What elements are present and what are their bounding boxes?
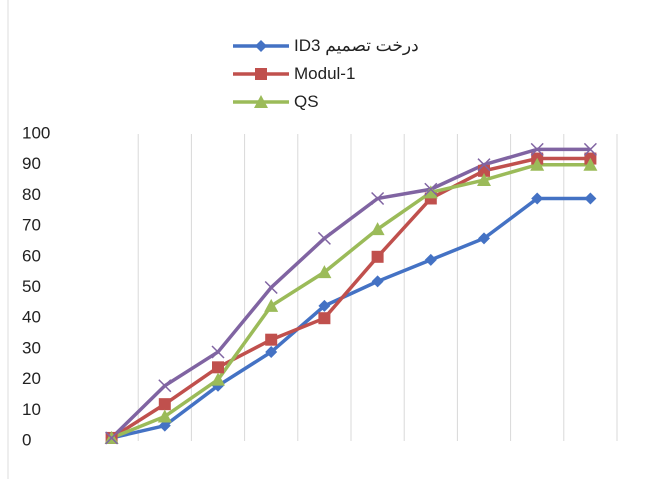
y-tick-label: 10	[22, 400, 41, 419]
y-tick-label: 50	[22, 277, 41, 296]
legend-swatch	[233, 68, 289, 80]
y-tick-label: 40	[22, 308, 41, 327]
legend-label: Modul-1	[294, 64, 356, 83]
series-line	[110, 156, 591, 440]
y-tick-label: 20	[22, 369, 41, 388]
series-line	[110, 162, 591, 440]
marker	[264, 280, 278, 295]
marker	[211, 345, 225, 359]
marker	[477, 173, 491, 187]
marker	[264, 298, 279, 312]
marker	[318, 312, 331, 325]
marker	[530, 142, 544, 156]
marker	[371, 250, 384, 263]
marker	[254, 95, 268, 108]
legend-item: درخت تصمیم ID3	[232, 32, 419, 60]
marker	[317, 265, 332, 279]
marker	[583, 142, 597, 156]
legend: درخت تصمیم ID3 Modul-1 QS	[232, 32, 419, 116]
y-tick-label: 30	[22, 338, 41, 357]
marker	[531, 192, 544, 205]
marker	[370, 222, 385, 236]
legend-swatch	[233, 40, 289, 52]
marker	[265, 345, 278, 358]
marker	[530, 157, 545, 171]
marker	[158, 398, 171, 411]
marker	[211, 372, 225, 386]
marker	[584, 192, 597, 205]
marker	[424, 182, 438, 196]
y-tick-label: 80	[22, 185, 41, 204]
series-line	[110, 147, 591, 440]
marker	[105, 431, 119, 445]
marker	[212, 361, 224, 374]
y-tick-label: 90	[22, 154, 41, 173]
legend-item: QS	[232, 88, 419, 116]
marker	[477, 158, 491, 172]
marker	[583, 157, 598, 171]
marker	[423, 185, 438, 199]
y-tick-label: 70	[22, 216, 41, 235]
legend-item: Modul-1	[232, 60, 419, 88]
marker	[158, 419, 171, 432]
marker	[255, 40, 267, 52]
marker	[157, 409, 172, 423]
legend-swatch	[233, 95, 289, 108]
marker	[371, 191, 385, 206]
y-tick-label: 100	[22, 123, 50, 142]
marker	[318, 299, 331, 312]
series-line	[111, 196, 591, 440]
marker	[265, 333, 278, 346]
marker	[371, 275, 384, 288]
marker	[424, 253, 437, 266]
marker	[255, 68, 267, 80]
marker	[158, 379, 172, 393]
y-tick-label: 60	[22, 246, 41, 265]
marker	[478, 232, 490, 245]
legend-label: QS	[294, 92, 319, 111]
legend-label: درخت تصمیم ID3	[294, 36, 419, 55]
y-tick-label: 0	[22, 430, 31, 449]
marker	[317, 231, 331, 245]
